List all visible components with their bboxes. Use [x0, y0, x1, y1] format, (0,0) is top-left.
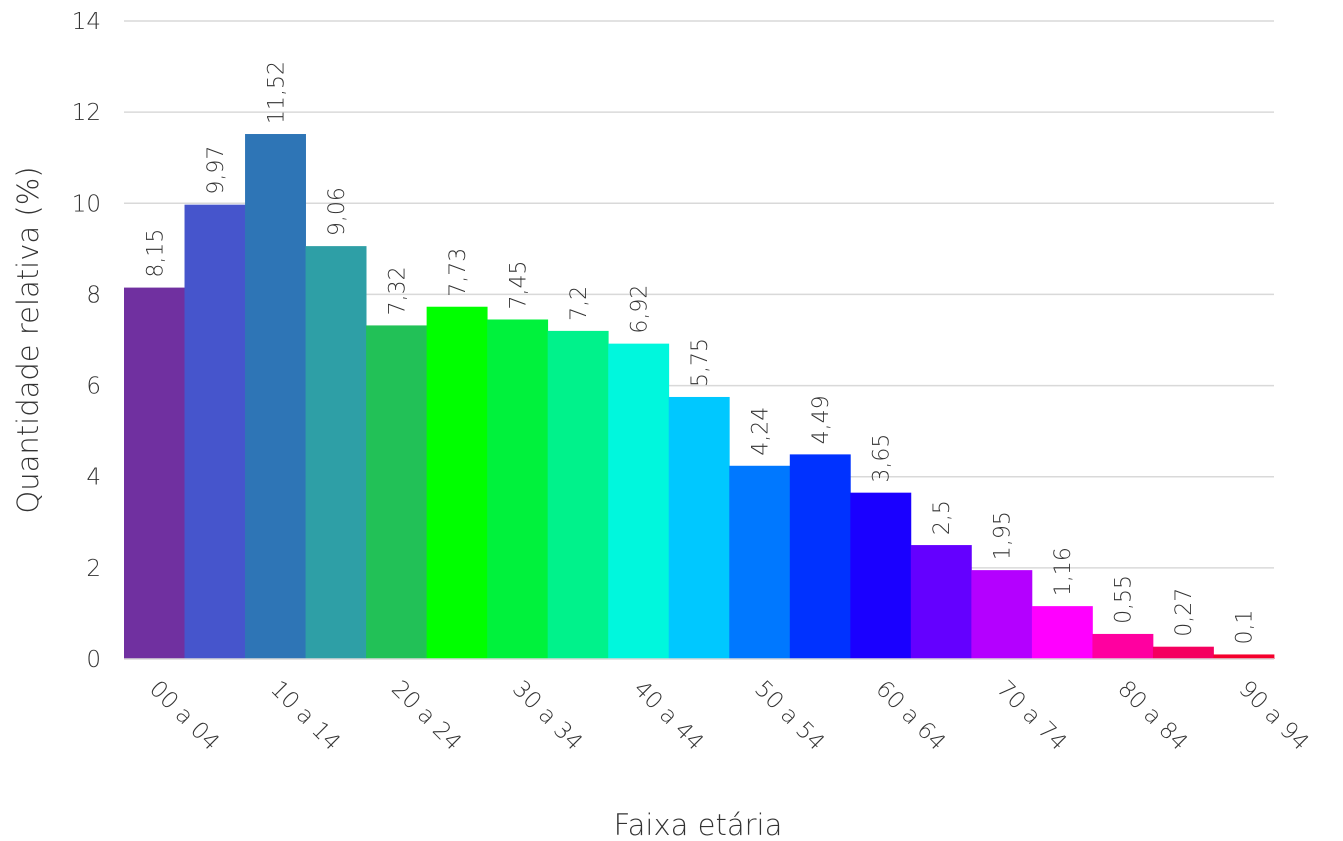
x-tick-label: 20 a 24	[386, 676, 466, 756]
bar	[245, 134, 306, 659]
bar-value-label: 7,45	[506, 261, 531, 310]
bar-value-label: 9,06	[325, 187, 350, 236]
y-axis-ticks: 0 2 4 6 8 10 12 14	[72, 9, 101, 673]
y-tick-label: 4	[86, 465, 101, 491]
bar-value-label: 5,75	[688, 338, 713, 387]
bar	[668, 396, 730, 659]
bar-value-label: 4,24	[749, 407, 774, 456]
bar-value-label: 0,55	[1112, 575, 1137, 624]
bar-value-label: 0,1	[1233, 609, 1258, 644]
y-tick-label: 12	[72, 100, 101, 126]
bar	[124, 287, 185, 659]
x-tick-label: 10 a 14	[265, 676, 345, 756]
bar-value-label: 4,49	[809, 395, 834, 444]
bar	[487, 319, 549, 659]
bar-value-label: 11,52	[264, 61, 289, 124]
x-tick-label: 50 a 54	[749, 676, 829, 756]
bar	[305, 246, 367, 659]
bar-value-label: 0,27	[1172, 588, 1197, 637]
bar-value-label: 7,73	[446, 248, 471, 297]
y-tick-label: 10	[72, 191, 101, 217]
x-tick-label: 40 a 44	[628, 676, 708, 756]
x-tick-label: 90 a 94	[1233, 676, 1313, 756]
x-axis-ticks: 00 a 04 10 a 14 20 a 24 30 a 34 40 a 44 50 a …	[144, 676, 1314, 756]
bar-value-labels: 8,15 9,97 11,52 9,06 7,32 7,73 7,45 7,2 6,92 5,75…	[143, 61, 1257, 644]
bar-value-label: 1,16	[1051, 547, 1076, 596]
x-tick-label: 30 a 34	[507, 676, 587, 756]
bar-value-label: 9,97	[204, 146, 229, 195]
y-tick-label: 8	[86, 282, 101, 308]
bar	[850, 492, 912, 659]
y-tick-label: 2	[86, 556, 101, 582]
bar-value-label: 2,5	[930, 500, 955, 535]
bar	[1031, 606, 1093, 659]
bar	[910, 545, 972, 659]
bar-value-label: 8,15	[143, 229, 168, 278]
bar	[1092, 633, 1154, 659]
x-tick-label: 70 a 74	[991, 676, 1071, 756]
bar	[184, 204, 246, 659]
bar	[1213, 654, 1275, 659]
bar	[729, 465, 791, 659]
bar	[789, 454, 851, 659]
bars	[124, 134, 1275, 659]
bar	[547, 330, 609, 659]
bar-value-label: 6,92	[627, 285, 652, 334]
bar	[366, 325, 428, 659]
x-tick-label: 60 a 64	[870, 676, 950, 756]
y-tick-label: 0	[86, 647, 101, 673]
bar-value-label: 7,32	[385, 266, 410, 315]
bar	[971, 570, 1033, 659]
y-tick-label: 6	[86, 374, 101, 400]
bar-value-label: 1,95	[991, 511, 1016, 560]
bar-value-label: 3,65	[870, 434, 895, 483]
x-axis-title: Faixa etária	[614, 808, 783, 841]
bar-value-label: 7,2	[567, 286, 592, 321]
x-tick-label: 00 a 04	[144, 676, 224, 756]
bar	[426, 306, 488, 659]
bar	[608, 343, 670, 659]
y-tick-label: 14	[72, 9, 101, 35]
y-axis-title: Quantidade relativa (%)	[11, 166, 45, 513]
bar	[1152, 646, 1214, 659]
x-tick-label: 80 a 84	[1112, 676, 1192, 756]
